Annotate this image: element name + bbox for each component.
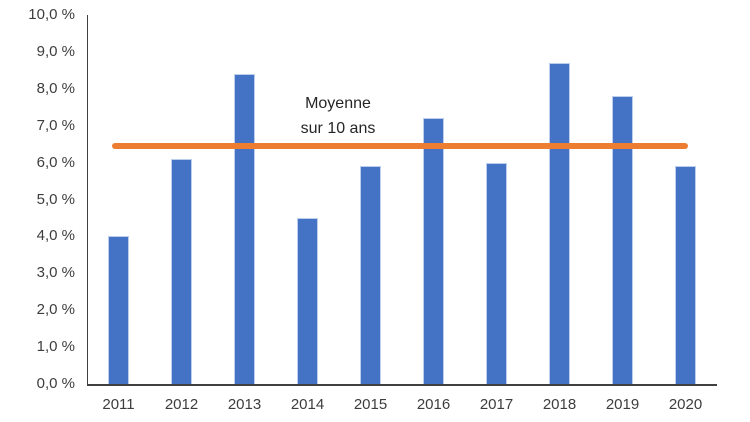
- bar-2013: [234, 74, 255, 384]
- y-axis-tick-label: 8,0 %: [36, 80, 75, 97]
- y-axis-tick-label: 7,0 %: [36, 117, 75, 134]
- y-axis-tick-label: 5,0 %: [36, 191, 75, 208]
- average-line-annotation: Moyenne sur 10 ans: [258, 91, 418, 141]
- x-axis-tick-label: 2019: [605, 396, 640, 413]
- x-axis-tick-label: 2017: [479, 396, 514, 413]
- bar-2019: [612, 96, 633, 384]
- bar-2012: [171, 159, 192, 384]
- y-axis-tick-label: 3,0 %: [36, 264, 75, 281]
- bar-2020: [675, 166, 696, 384]
- y-axis-tick-label: 6,0 %: [36, 154, 75, 171]
- annotation-line1: Moyenne: [305, 95, 371, 112]
- x-axis-tick-label: 2020: [668, 396, 703, 413]
- bar-2011: [108, 236, 129, 384]
- y-axis-tick-label: 1,0 %: [36, 338, 75, 355]
- bar-2018: [549, 63, 570, 384]
- x-axis-tick-label: 2016: [416, 396, 451, 413]
- bar-2015: [360, 166, 381, 384]
- y-axis-tick-label: 2,0 %: [36, 301, 75, 318]
- x-axis-tick-label: 2012: [164, 396, 199, 413]
- x-axis-tick-label: 2015: [353, 396, 388, 413]
- annotation-line2: sur 10 ans: [300, 120, 376, 137]
- y-axis-tick-label: 4,0 %: [36, 227, 75, 244]
- y-axis-tick-label: 10,0 %: [28, 6, 75, 23]
- y-axis-tick-label: 0,0 %: [36, 375, 75, 392]
- bar-2014: [297, 218, 318, 384]
- x-axis-tick-label: 2018: [542, 396, 577, 413]
- x-axis-tick-label: 2011: [102, 396, 135, 413]
- bar-2016: [423, 118, 444, 384]
- x-axis-line: [87, 384, 717, 386]
- bar-2017: [486, 163, 507, 384]
- x-axis-tick-label: 2013: [227, 396, 262, 413]
- x-axis-tick-label: 2014: [290, 396, 325, 413]
- y-axis-line: [87, 15, 88, 385]
- y-axis-tick-label: 9,0 %: [36, 43, 75, 60]
- average-reference-line: [112, 143, 688, 149]
